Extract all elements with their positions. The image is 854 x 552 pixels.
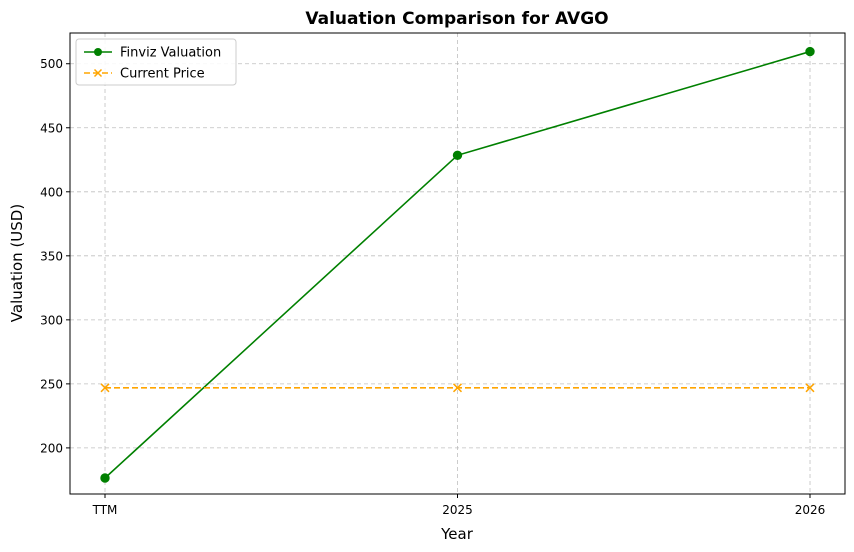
x-tick-label: TTM <box>92 503 118 517</box>
plot-frame <box>69 32 846 495</box>
y-tick-label: 300 <box>40 313 63 327</box>
legend-marker <box>93 68 103 78</box>
x-tick-label: 2026 <box>795 503 826 517</box>
y-tick-label: 450 <box>40 121 63 135</box>
data-point <box>805 383 815 393</box>
legend-marker <box>94 48 102 56</box>
data-point <box>100 383 110 393</box>
y-tick-label: 200 <box>40 441 63 455</box>
legend-box <box>75 38 237 86</box>
axes: 200 250 300 350 400 450 500 TTM 2025 2026 <box>40 57 825 517</box>
data-point <box>452 383 463 393</box>
series-layer <box>100 46 815 483</box>
grid-lines <box>70 33 845 494</box>
data-point <box>100 473 110 483</box>
chart-title: Valuation Comparison for AVGO <box>305 9 608 29</box>
legend-label: Finviz Valuation <box>120 46 221 61</box>
x-axis-label: Year <box>440 525 474 543</box>
y-axis-label: Valuation (USD) <box>8 204 26 322</box>
x-tick-label: 2025 <box>442 503 473 517</box>
data-point <box>805 46 815 57</box>
y-tick-label: 250 <box>40 377 63 391</box>
y-tick-label: 500 <box>40 57 63 71</box>
legend-label: Current Price <box>120 67 205 82</box>
y-tick-label: 400 <box>40 185 63 199</box>
data-point <box>452 150 463 160</box>
legend: Finviz Valuation Current Price <box>75 38 237 86</box>
y-tick-label: 350 <box>40 249 63 263</box>
